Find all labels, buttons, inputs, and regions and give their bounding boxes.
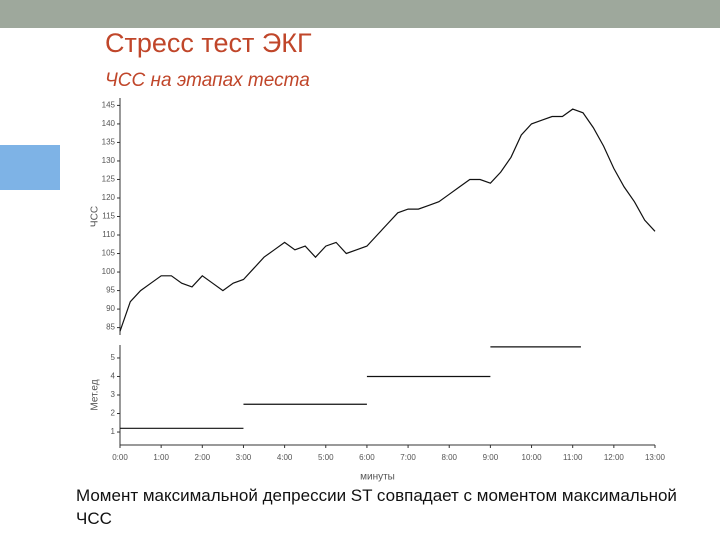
y-axis-label: ЧСС [90,206,101,227]
slide-title: Стресс тест ЭКГ [105,28,312,58]
y-tick-label: 105 [102,249,116,258]
y-tick-label: 125 [102,175,116,184]
y-tick-label: 135 [102,138,116,147]
y-tick-label: 2 [111,409,116,418]
y-tick-label: 1 [111,427,116,436]
y-tick-label: 3 [111,390,116,399]
x-tick-label: 11:00 [563,453,583,462]
y-tick-label: 4 [111,372,116,381]
x-tick-label: 7:00 [400,453,416,462]
y-tick-label: 110 [102,230,115,239]
y-tick-label: 95 [106,286,115,295]
hr-line [119,108,656,332]
x-tick-label: 13:00 [645,453,666,462]
y-tick-label: 100 [102,267,116,276]
accent-square [0,145,60,190]
x-tick-label: 0:00 [112,453,128,462]
y-axis-label: Мет.ед [90,379,101,410]
y-tick-label: 140 [102,119,116,128]
x-tick-label: 1:00 [153,453,169,462]
y-tick-label: 115 [102,212,115,221]
slide-subtitle: ЧСС на этапах теста [105,70,310,91]
y-tick-label: 145 [102,101,116,110]
y-tick-label: 130 [102,156,116,165]
y-tick-label: 85 [106,323,115,332]
top-bar [0,0,720,28]
x-tick-label: 2:00 [195,453,211,462]
x-axis-label: минуты [360,472,395,483]
x-tick-label: 3:00 [236,453,252,462]
x-tick-label: 12:00 [604,453,625,462]
x-tick-label: 9:00 [483,453,499,462]
caption: Момент максимальной депрессии ST совпада… [76,486,677,528]
x-tick-label: 6:00 [359,453,375,462]
y-tick-label: 90 [106,304,115,313]
y-tick-label: 120 [102,193,116,202]
x-tick-label: 5:00 [318,453,334,462]
y-tick-label: 5 [111,353,116,362]
x-tick-label: 4:00 [277,453,293,462]
x-tick-label: 8:00 [441,453,457,462]
x-tick-label: 10:00 [522,453,543,462]
